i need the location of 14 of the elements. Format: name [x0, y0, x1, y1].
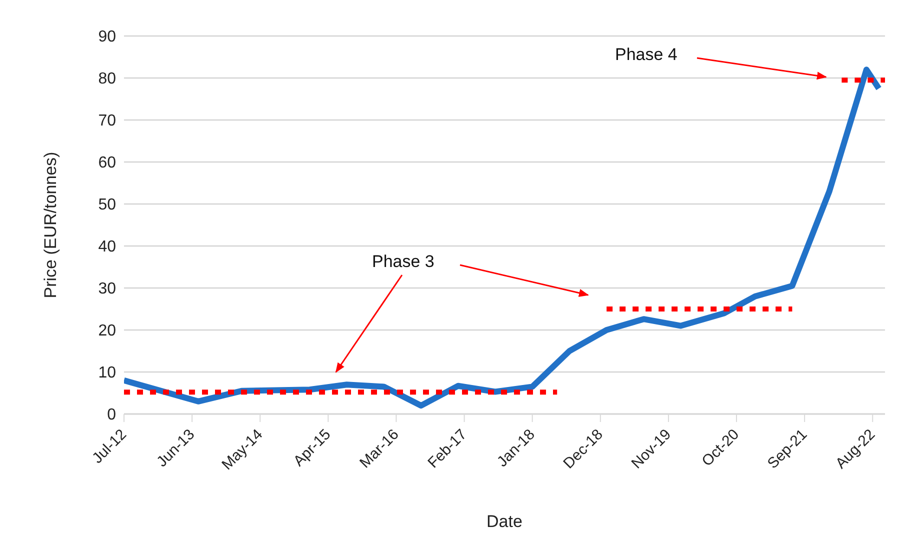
x-axis-title: Date [486, 512, 522, 531]
annotation: Phase 3 [372, 252, 434, 271]
y-tick-label: 0 [107, 406, 116, 424]
annotation: Phase 4 [615, 45, 678, 64]
y-axis-title: Price (EUR/tonnes) [41, 152, 60, 298]
y-tick-label: 40 [98, 238, 116, 256]
y-tick-label: 70 [98, 112, 116, 130]
y-tick-label: 60 [98, 154, 116, 172]
y-tick-label: 20 [98, 322, 116, 340]
y-tick-label: 90 [98, 28, 116, 46]
y-tick-label: 30 [98, 280, 116, 298]
y-tick-label: 50 [98, 196, 116, 214]
y-tick-label: 80 [98, 70, 116, 88]
y-tick-label: 10 [98, 364, 116, 382]
